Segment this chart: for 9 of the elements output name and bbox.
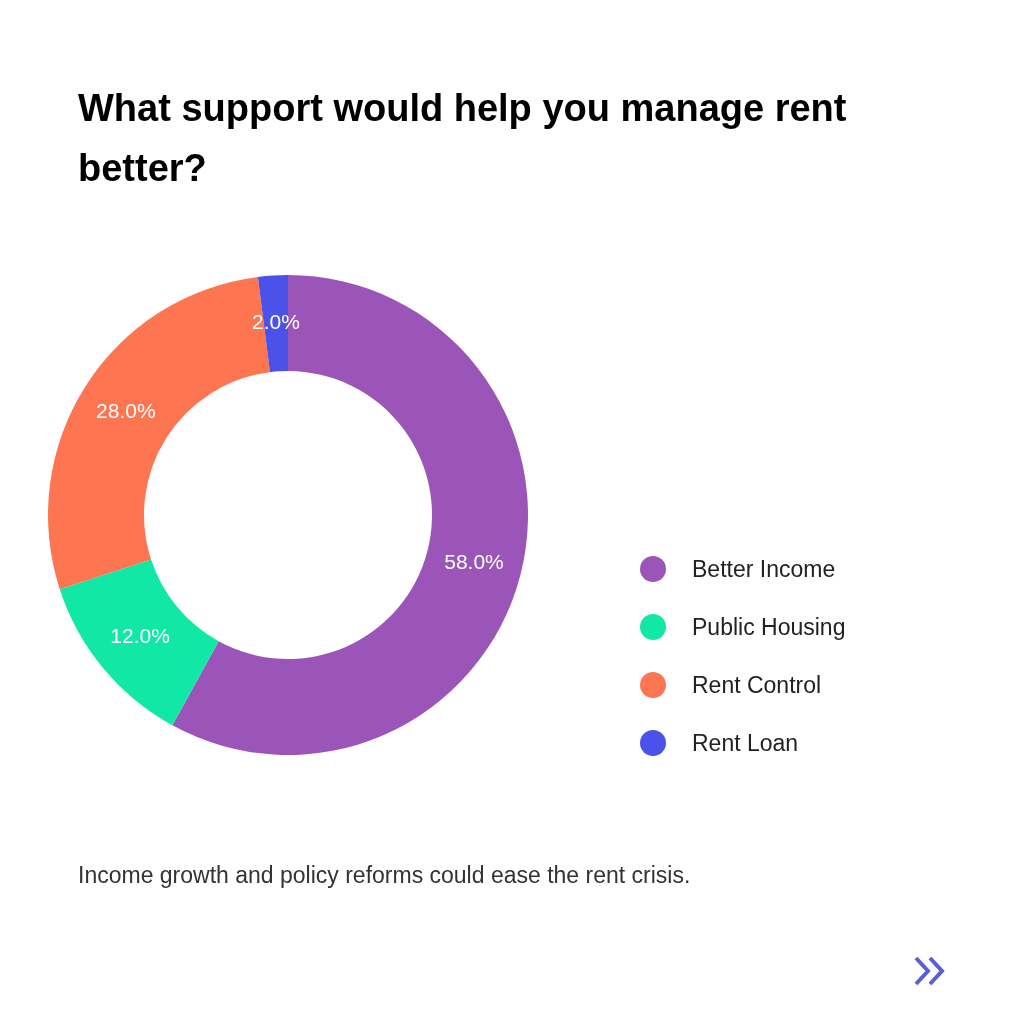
legend-label: Rent Control xyxy=(692,671,822,699)
text: Income growth and policy reforms could ease the rent crisis. xyxy=(78,862,691,889)
legend-label: Better Income xyxy=(692,555,836,583)
data-label: 12.0% xyxy=(110,624,170,648)
legend-label: Rent Loan xyxy=(692,729,799,757)
data-label: 58.0% xyxy=(444,549,504,573)
legend-label: Public Housing xyxy=(692,613,846,641)
data-label: 28.0% xyxy=(96,398,156,422)
chart-title: What support would help you manage rent better? xyxy=(78,86,848,191)
